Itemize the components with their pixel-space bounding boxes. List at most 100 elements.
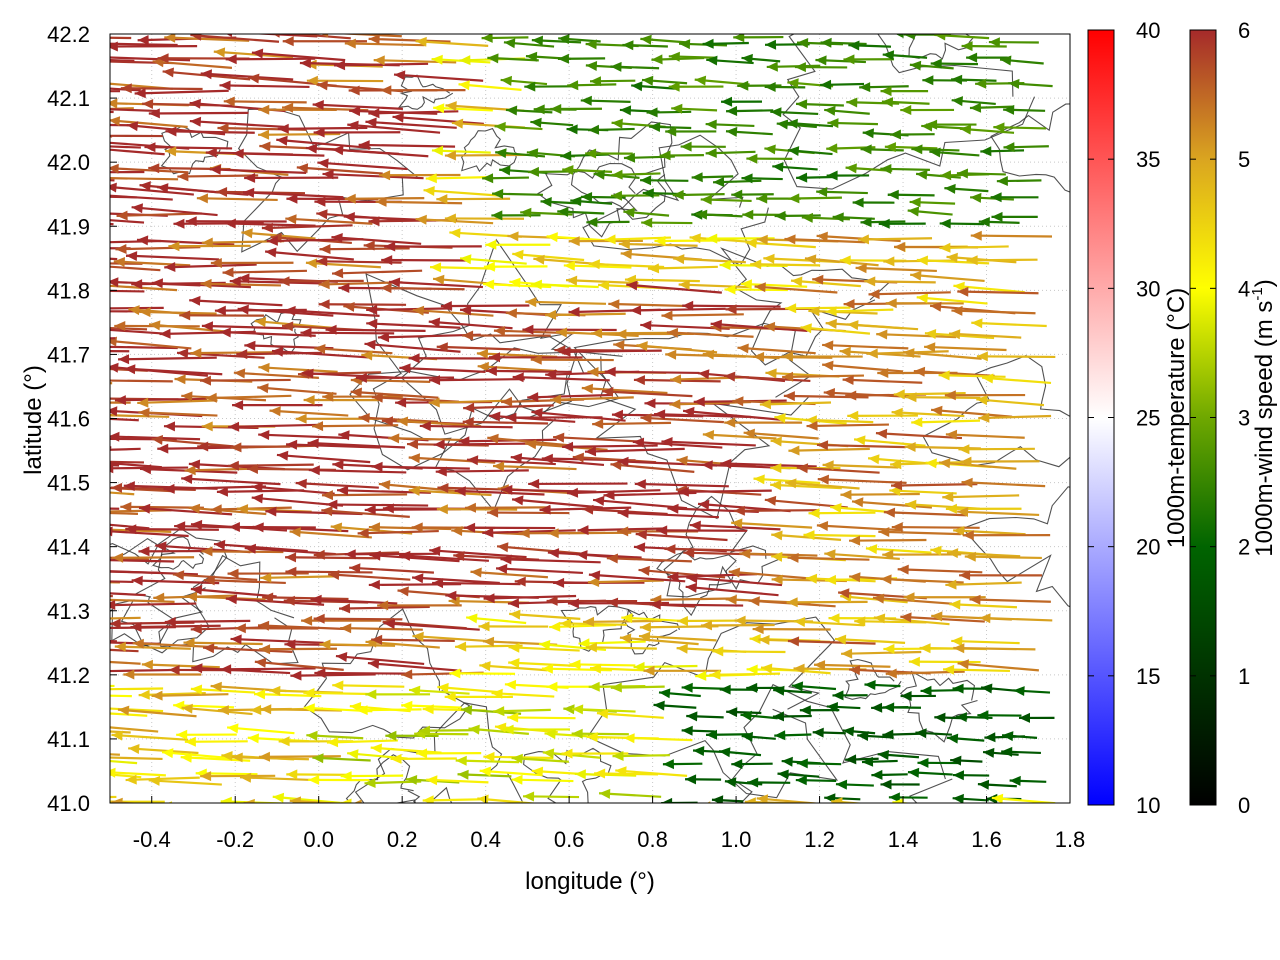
wind-vector-head <box>303 688 315 698</box>
wind-vector-head <box>793 663 805 674</box>
wind-vector-head <box>232 400 244 411</box>
wind-vector-head <box>110 431 120 442</box>
wind-vector-head <box>257 383 269 394</box>
wind-vector-head <box>919 643 931 654</box>
wind-vector-shaft <box>464 506 551 509</box>
wind-vector-shaft <box>689 523 781 531</box>
wind-vector-shaft <box>661 313 744 317</box>
wind-vector-head <box>731 759 743 770</box>
wind-vector-head <box>148 108 160 119</box>
wind-vector-head <box>744 797 756 803</box>
wind-vector-head <box>593 169 605 180</box>
wind-vector-shaft <box>164 263 257 269</box>
wind-vector-head <box>711 795 724 803</box>
wind-vector-head <box>892 798 904 803</box>
wind-vector-shaft <box>957 290 1039 295</box>
wind-vector-head <box>781 756 793 767</box>
wind-vector-head <box>676 643 688 654</box>
wind-vector <box>458 80 522 91</box>
wind-vector-head <box>485 239 497 250</box>
wind-vector <box>887 189 935 200</box>
wind-vector-head <box>531 766 544 777</box>
wind-vector-head <box>860 144 872 155</box>
wind-vector-head <box>976 395 988 406</box>
wind-vector <box>822 460 899 471</box>
wind-vector <box>740 279 808 290</box>
wind-vector-head <box>382 503 394 514</box>
wind-vector <box>702 430 777 440</box>
wind-vector-head <box>698 499 710 510</box>
wind-vector-head <box>843 299 855 309</box>
wind-vector-head <box>285 214 297 225</box>
wind-vector <box>258 129 341 140</box>
wind-vector-head <box>222 267 234 278</box>
wind-vector <box>782 371 864 382</box>
wind-vector <box>464 522 556 533</box>
wind-vector-head <box>619 105 632 116</box>
wind-vector-head <box>164 34 176 43</box>
wind-vectors <box>110 34 1056 803</box>
wind-vector-head <box>219 80 231 91</box>
wind-vector-head <box>319 639 331 650</box>
wind-vector-shaft <box>388 280 484 289</box>
wind-vector-head <box>375 196 387 207</box>
wind-vector-head <box>181 474 193 484</box>
wind-vector-head <box>934 712 946 723</box>
wind-vector-head <box>977 710 989 721</box>
wind-vector <box>260 572 334 583</box>
wind-vector <box>265 506 363 517</box>
wind-vector-shaft <box>230 637 324 644</box>
wind-vector-head <box>201 546 213 557</box>
wind-vector <box>1003 104 1046 115</box>
wind-vector <box>110 687 164 691</box>
wind-vector-head <box>724 371 736 382</box>
wind-vector <box>289 527 372 539</box>
wind-vector-head <box>638 565 650 576</box>
wind-vector <box>813 660 891 671</box>
wind-vector-head <box>201 321 213 332</box>
wind-vector-shaft <box>531 410 626 422</box>
wind-vector <box>996 176 1042 186</box>
wind-vector-head <box>812 727 824 738</box>
wind-vector <box>942 492 1020 502</box>
wind-vector-head <box>113 257 125 267</box>
wind-vector <box>686 573 783 587</box>
wind-vector-head <box>705 148 717 158</box>
wind-vector-head <box>785 303 797 314</box>
wind-vector-head <box>635 529 647 540</box>
wind-vector-head <box>364 778 376 788</box>
wind-vector-head <box>740 710 752 721</box>
wind-vector <box>881 97 930 108</box>
wind-vector-head <box>259 644 271 655</box>
wind-vector-shaft <box>822 363 904 373</box>
wind-vector-shaft <box>110 756 163 761</box>
wind-vector <box>913 366 995 377</box>
wind-vector <box>774 730 812 741</box>
wind-vector <box>841 648 922 659</box>
wind-vector-shaft <box>617 460 718 467</box>
wind-vector-head <box>148 776 160 786</box>
wind-vector-head <box>462 417 474 427</box>
wind-vector-head <box>825 306 837 317</box>
wind-vector <box>981 373 1052 385</box>
wind-vector-head <box>568 236 580 247</box>
wind-vector-head <box>483 279 495 290</box>
wind-vector-head <box>531 408 543 418</box>
wind-vector-shaft <box>350 390 439 399</box>
wind-vector-head <box>934 34 946 41</box>
wind-vector <box>766 61 821 72</box>
wind-vector-head <box>783 391 795 402</box>
wind-vector-head <box>930 58 942 69</box>
wind-vector-shaft <box>249 34 318 38</box>
wind-vector-head <box>846 97 858 108</box>
wind-vector-shaft <box>148 323 232 334</box>
wind-vector-head <box>164 616 176 627</box>
wind-vector-head <box>114 641 126 652</box>
colorbar-tick-label: 1 <box>1238 664 1250 689</box>
wind-vector-head <box>177 348 189 359</box>
wind-vector <box>944 390 1026 401</box>
wind-vector <box>878 218 926 229</box>
wind-vector-head <box>332 459 344 470</box>
wind-vector-head <box>955 712 967 723</box>
wind-vector-head <box>365 689 377 700</box>
